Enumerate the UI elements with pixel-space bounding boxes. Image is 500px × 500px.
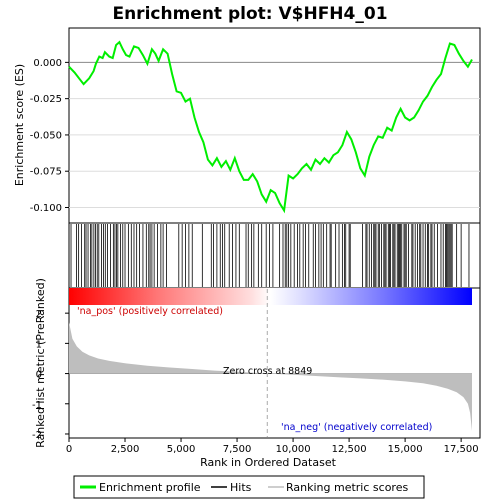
metric-y-axis: 2 1 0 -1 -2 bbox=[32, 309, 69, 441]
es-y-tick-label: 0.000 bbox=[33, 58, 62, 69]
hits-panel-frame bbox=[68, 222, 481, 289]
legend-box bbox=[73, 475, 425, 499]
x-tick-label: 0 bbox=[66, 444, 72, 455]
zero-cross-label: Zero cross at 8849 bbox=[223, 366, 312, 377]
x-tick-label: 7,500 bbox=[223, 444, 252, 455]
metric-y-tick-label: -2 bbox=[32, 430, 42, 441]
es-y-axis-label: Enrichment score (ES) bbox=[13, 64, 26, 186]
x-tick-label: 2,500 bbox=[111, 444, 140, 455]
es-y-tick-label: -0.050 bbox=[30, 130, 62, 141]
neg-correlated-label: 'na_neg' (negatively correlated) bbox=[281, 422, 432, 433]
chart-title: Enrichment plot: V$HFH4_01 bbox=[112, 4, 387, 24]
rank-color-bar bbox=[69, 288, 472, 305]
legend: Enrichment profile Hits Ranking metric s… bbox=[73, 475, 425, 499]
es-gridlines bbox=[69, 61, 480, 208]
x-tick-label: 15,000 bbox=[388, 444, 423, 455]
x-tick-label: 10,000 bbox=[276, 444, 311, 455]
hit-marks bbox=[70, 224, 470, 287]
x-axis-label: Rank in Ordered Dataset bbox=[200, 456, 337, 469]
metric-y-tick-label: -1 bbox=[32, 400, 42, 411]
x-tick-label: 17,500 bbox=[444, 444, 479, 455]
es-y-axis: 0.000 -0.025 -0.050 -0.075 -0.100 bbox=[30, 58, 69, 214]
es-y-tick-label: -0.025 bbox=[30, 94, 62, 105]
legend-metric-label: Ranking metric scores bbox=[286, 481, 408, 494]
ranking-metric-area bbox=[69, 322, 472, 431]
enrichment-profile-line bbox=[68, 40, 473, 214]
es-y-tick-label: -0.100 bbox=[30, 203, 62, 214]
metric-y-axis-label: Ranked list metric (PreRanked) bbox=[34, 278, 47, 448]
es-y-tick-label: -0.075 bbox=[30, 167, 62, 178]
x-tick-label: 5,000 bbox=[167, 444, 196, 455]
metric-y-tick-label: 0 bbox=[36, 370, 42, 381]
pos-correlated-label: 'na_pos' (positively correlated) bbox=[77, 306, 223, 317]
legend-enrichment-label: Enrichment profile bbox=[99, 481, 201, 494]
x-tick-label: 12,500 bbox=[332, 444, 367, 455]
metric-y-tick-label: 1 bbox=[36, 339, 42, 350]
x-axis: 0 2,500 5,000 7,500 10,000 12,500 15,000 17,500 bbox=[66, 438, 479, 455]
metric-y-tick-label: 2 bbox=[36, 309, 42, 320]
legend-hits-label: Hits bbox=[230, 481, 252, 494]
